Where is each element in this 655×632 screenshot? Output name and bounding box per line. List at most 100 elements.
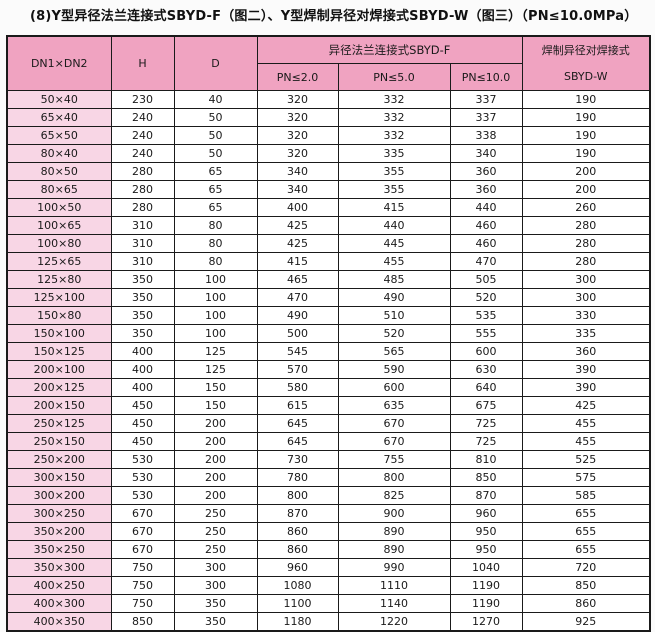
value-cell: 350 (110, 324, 175, 343)
value-cell: 415 (337, 198, 451, 217)
value-cell: 300 (521, 288, 651, 307)
table-row: 250×200 530 200 730 755 810 525 (6, 450, 651, 469)
value-cell: 530 (110, 486, 175, 505)
value-cell: 338 (449, 126, 523, 145)
column-header-pn2-0: PN≤2.0 (256, 63, 339, 91)
value-cell: 520 (337, 324, 451, 343)
column-header-d: D (173, 35, 258, 91)
dn-size-cell: 150×125 (6, 342, 112, 361)
table-row: 150×100 350 100 500 520 555 335 (6, 324, 651, 343)
value-cell: 65 (173, 180, 258, 199)
value-cell: 50 (173, 144, 258, 163)
value-cell: 200 (173, 432, 258, 451)
value-cell: 240 (110, 108, 175, 127)
value-cell: 890 (337, 540, 451, 559)
value-cell: 415 (256, 252, 339, 271)
value-cell: 670 (337, 432, 451, 451)
value-cell: 360 (449, 162, 523, 181)
table-row: 300×150 530 200 780 800 850 575 (6, 468, 651, 487)
value-cell: 250 (173, 504, 258, 523)
value-cell: 200 (521, 162, 651, 181)
value-cell: 360 (449, 180, 523, 199)
dn-size-cell: 65×50 (6, 126, 112, 145)
value-cell: 50 (173, 126, 258, 145)
value-cell: 460 (449, 234, 523, 253)
value-cell: 655 (521, 504, 651, 523)
value-cell: 615 (256, 396, 339, 415)
value-cell: 870 (449, 486, 523, 505)
dn-size-cell: 65×40 (6, 108, 112, 127)
table-row: 150×80 350 100 490 510 535 330 (6, 306, 651, 325)
value-cell: 440 (449, 198, 523, 217)
value-cell: 750 (110, 558, 175, 577)
column-header-pn5-0: PN≤5.0 (337, 63, 451, 91)
value-cell: 350 (110, 270, 175, 289)
value-cell: 80 (173, 216, 258, 235)
value-cell: 190 (521, 108, 651, 127)
dn-size-cell: 125×100 (6, 288, 112, 307)
value-cell: 320 (256, 108, 339, 127)
value-cell: 860 (521, 594, 651, 613)
value-cell: 300 (521, 270, 651, 289)
table-row: 200×100 400 125 570 590 630 390 (6, 360, 651, 379)
value-cell: 337 (449, 108, 523, 127)
table-row: 300×200 530 200 800 825 870 585 (6, 486, 651, 505)
value-cell: 300 (173, 576, 258, 595)
value-cell: 800 (256, 486, 339, 505)
value-cell: 450 (110, 414, 175, 433)
value-cell: 100 (173, 288, 258, 307)
table-row: 65×50 240 50 320 332 338 190 (6, 126, 651, 145)
value-cell: 485 (337, 270, 451, 289)
value-cell: 460 (449, 216, 523, 235)
value-cell: 190 (521, 144, 651, 163)
value-cell: 40 (173, 90, 258, 109)
value-cell: 200 (521, 180, 651, 199)
value-cell: 65 (173, 198, 258, 217)
value-cell: 860 (256, 540, 339, 559)
value-cell: 1180 (256, 612, 339, 632)
column-header-dn1xdn2: DN1×DN2 (6, 35, 112, 91)
value-cell: 425 (256, 216, 339, 235)
table-row: 400×350 850 350 1180 1220 1270 925 (6, 612, 651, 632)
dn-size-cell: 50×40 (6, 90, 112, 109)
value-cell: 590 (337, 360, 451, 379)
value-cell: 1270 (449, 612, 523, 632)
dn-size-cell: 300×150 (6, 468, 112, 487)
value-cell: 360 (521, 342, 651, 361)
table-row: 200×150 450 150 615 635 675 425 (6, 396, 651, 415)
value-cell: 1140 (337, 594, 451, 613)
dn-size-cell: 350×250 (6, 540, 112, 559)
value-cell: 400 (110, 360, 175, 379)
value-cell: 1100 (256, 594, 339, 613)
value-cell: 100 (173, 306, 258, 325)
value-cell: 450 (110, 396, 175, 415)
value-cell: 870 (256, 504, 339, 523)
value-cell: 670 (110, 522, 175, 541)
value-cell: 200 (173, 468, 258, 487)
value-cell: 355 (337, 180, 451, 199)
table-row: 80×40 240 50 320 335 340 190 (6, 144, 651, 163)
value-cell: 190 (521, 126, 651, 145)
table-row: 100×80 310 80 425 445 460 280 (6, 234, 651, 253)
value-cell: 390 (521, 360, 651, 379)
value-cell: 505 (449, 270, 523, 289)
table-header: DN1×DN2 H D 异径法兰连接式SBYD-F 焊制异径对焊接式 SBYD-… (6, 35, 651, 91)
value-cell: 355 (337, 162, 451, 181)
dn-size-cell: 150×80 (6, 306, 112, 325)
table-row: 350×300 750 300 960 990 1040 720 (6, 558, 651, 577)
value-cell: 250 (173, 522, 258, 541)
dn-size-cell: 100×50 (6, 198, 112, 217)
value-cell: 545 (256, 342, 339, 361)
value-cell: 810 (449, 450, 523, 469)
dn-size-cell: 400×350 (6, 612, 112, 632)
value-cell: 900 (337, 504, 451, 523)
table-row: 200×125 400 150 580 600 640 390 (6, 378, 651, 397)
value-cell: 645 (256, 414, 339, 433)
column-header-h: H (110, 35, 175, 91)
value-cell: 335 (521, 324, 651, 343)
value-cell: 425 (256, 234, 339, 253)
value-cell: 300 (173, 558, 258, 577)
value-cell: 350 (110, 306, 175, 325)
table-row: 350×250 670 250 860 890 950 655 (6, 540, 651, 559)
column-header-weld-sbyd-w: 焊制异径对焊接式 SBYD-W (521, 35, 651, 91)
